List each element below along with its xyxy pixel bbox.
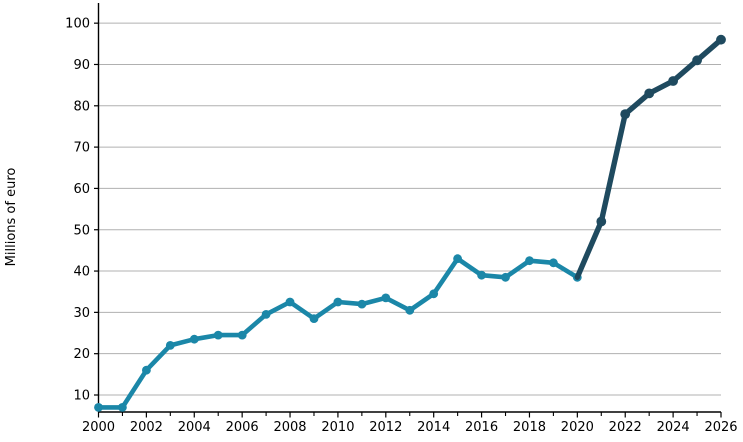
data-point-2013 [405,305,415,315]
data-point-2003 [165,341,175,350]
data-point-2007 [261,310,271,319]
data-point-2000 [94,403,103,412]
y-tick-label: 100 [65,17,90,32]
y-axis: 10 20 30 40 50 60 70 80 90 100 [65,17,99,404]
data-point-2010 [333,297,343,307]
data-point-2016 [477,270,486,280]
data-point-2017 [501,272,510,282]
x-tick-label: 2020 [561,420,594,435]
x-tick-label: 2016 [465,420,498,435]
data-point-2014 [429,289,439,299]
data-point-2005 [213,330,223,340]
x-tick-label: 2024 [657,420,690,435]
series-2000-2020 [94,254,582,412]
y-tick-label: 40 [73,265,90,280]
data-point-2009 [309,314,319,323]
data-point-2002 [142,365,151,375]
data-point-2024 [668,76,678,86]
y-tick-label: 60 [73,182,90,197]
gridlines [98,22,721,396]
y-axis-title: Millions of euro [4,168,19,267]
x-tick-label: 2026 [704,420,737,435]
data-point-2006 [237,330,247,340]
x-tick-label: 2002 [130,420,163,435]
y-tick-label: 10 [73,389,90,404]
data-point-2021 [596,216,607,227]
data-point-2011 [357,299,367,309]
data-point-2022 [620,109,631,119]
x-axis: 2000 2002 2004 2006 2008 2010 2012 2014 2016 2018… [82,412,738,435]
y-tick-label: 80 [73,99,90,114]
x-tick-label: 2004 [178,420,211,435]
y-tick-label: 20 [73,347,90,362]
x-tick-label: 2010 [321,420,354,435]
x-tick-label: 2014 [417,420,450,435]
x-tick-label: 2008 [273,420,306,435]
y-tick-label: 70 [73,141,90,156]
x-tick-label: 2022 [609,420,642,435]
y-tick-label: 30 [73,306,90,321]
x-tick-label: 2006 [226,420,259,435]
series-line-2020-2026 [574,37,724,280]
data-point-2008 [285,297,295,307]
data-point-2018 [525,256,534,266]
series-2020-2026 [574,34,726,280]
x-tick-label: 2012 [369,420,402,435]
y-tick-label: 50 [73,223,90,238]
data-point-2025 [692,55,702,66]
data-point-2012 [381,293,391,303]
y-tick-label: 90 [73,58,90,73]
x-tick-label: 2000 [82,420,115,435]
data-point-2026 [716,34,726,45]
data-point-2015 [453,254,462,264]
data-point-2001 [118,403,127,412]
data-point-2019 [549,258,558,268]
x-tick-label: 2018 [513,420,546,435]
data-point-2023 [644,88,655,99]
data-point-2004 [189,334,199,344]
